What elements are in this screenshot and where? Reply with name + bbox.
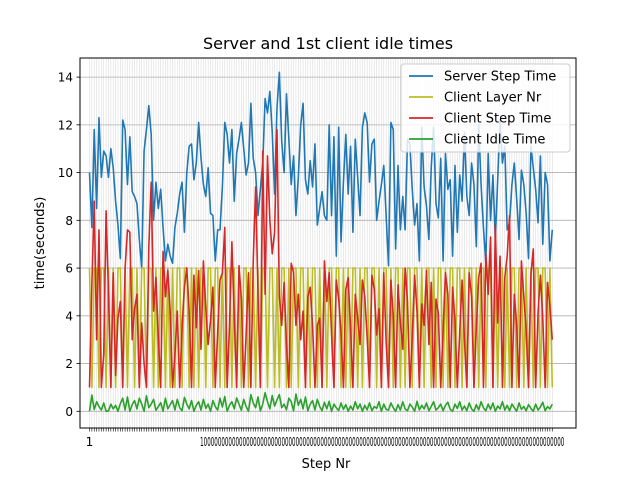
y-axis-label: time(seconds) bbox=[33, 197, 48, 290]
y-tick-label: 0 bbox=[65, 405, 73, 419]
plot-frame bbox=[79, 57, 577, 429]
x-axis-label: Step Nr bbox=[302, 457, 351, 472]
x-tick-label-first: 1 bbox=[86, 435, 94, 449]
series-line-3 bbox=[88, 128, 554, 389]
y-tick-label: 14 bbox=[58, 71, 73, 85]
y-tick-label: 2 bbox=[65, 357, 73, 371]
legend-label: Server Step Time bbox=[444, 70, 556, 85]
legend-label: Client Layer Nr bbox=[444, 91, 542, 106]
x-tick-label-dense: 1000000000000000000000000000000000000000… bbox=[200, 435, 564, 449]
y-tick-label: 8 bbox=[65, 214, 73, 228]
chart-title: Server and 1st client idle times bbox=[203, 34, 453, 53]
y-axis-ticks: 0 2 4 6 8 10 12 14 bbox=[58, 71, 80, 419]
legend: Server Step Time Client Layer Nr Client St… bbox=[400, 63, 571, 153]
legend-label: Client Idle Time bbox=[444, 133, 545, 148]
legend-label: Client Step Time bbox=[444, 112, 551, 127]
y-tick-label: 6 bbox=[65, 262, 73, 276]
y-tick-label: 4 bbox=[65, 309, 73, 323]
y-tick-label: 12 bbox=[58, 118, 73, 132]
series-line-2 bbox=[88, 267, 554, 389]
legend-box bbox=[400, 63, 571, 153]
series-line-1 bbox=[88, 71, 554, 269]
x-axis-ticks: 1 100000000000000000000000000000000000000… bbox=[86, 428, 564, 449]
y-tick-label: 10 bbox=[58, 166, 73, 180]
series-lines bbox=[88, 71, 554, 413]
series-line-4 bbox=[88, 391, 553, 413]
